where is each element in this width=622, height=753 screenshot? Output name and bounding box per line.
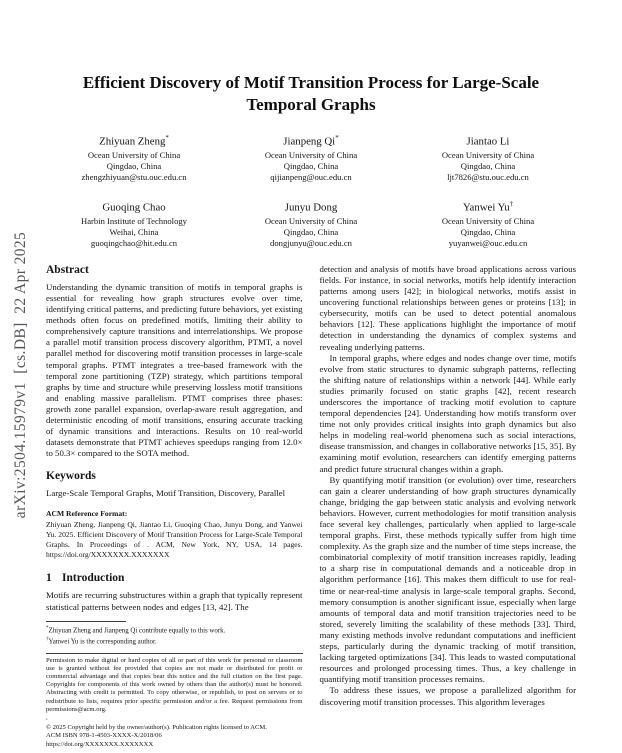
author-affiliation: Ocean University of China	[264, 216, 358, 227]
author-block: Jiantao Li Ocean University of China Qin…	[400, 132, 577, 183]
author-affiliation: Ocean University of China	[441, 150, 535, 161]
author-row-1: Zhiyuan Zheng* Ocean University of China…	[0, 132, 622, 183]
body-paragraph: To address these issues, we propose a pa…	[319, 685, 577, 707]
acm-reference-text: Zhiyuan Zheng, Jianpeng Qi, Jiantao Li, …	[46, 520, 303, 559]
keywords-heading: Keywords	[46, 470, 96, 483]
author-location: Qingdao, China	[460, 161, 516, 172]
author-block: Yanwei Yu† Ocean University of China Qin…	[400, 198, 577, 249]
body-paragraph: detection and analysis of motifs have br…	[319, 263, 577, 352]
introduction-text: Motifs are recurring substructures withi…	[46, 590, 303, 612]
author-location: Qingdao, China	[460, 227, 516, 238]
author-name-text: Jianpeng Qi	[283, 135, 336, 148]
author-name: Jiantao Li	[400, 132, 577, 149]
permission-block: Permission to make digital or hard copie…	[46, 652, 303, 749]
author-footnote-marker: †	[509, 199, 514, 208]
author-email: guoqingchao@hit.edu.cn	[90, 238, 178, 249]
body-paragraph: In temporal graphs, where edges and node…	[319, 352, 577, 474]
footnote-separator	[46, 620, 126, 622]
author-name-text: Yanwei Yu	[462, 201, 510, 214]
author-name: Jianpeng Qi*	[223, 132, 400, 149]
conference-placeholder: ,	[46, 714, 48, 722]
author-affiliation: Ocean University of China	[87, 150, 181, 161]
author-email: ljt7826@stu.ouc.edu.cn	[447, 172, 529, 183]
author-block: Jianpeng Qi* Ocean University of China Q…	[223, 132, 400, 183]
author-affiliation: Harbin Institute of Technology	[81, 216, 187, 227]
footnote-text: Zhiyuan Zheng and Jianpeng Qi contribute…	[48, 626, 226, 634]
author-location: Qingdao, China	[283, 161, 339, 172]
permission-text: Permission to make digital or hard copie…	[46, 656, 303, 713]
doi-line: https://doi.org/XXXXXXX.XXXXXXX	[46, 740, 154, 748]
author-block: Junyu Dong Ocean University of China Qin…	[223, 198, 400, 249]
author-name: Yanwei Yu†	[400, 198, 577, 215]
author-affiliation: Ocean University of China	[441, 216, 535, 227]
left-column: Abstract Understanding the dynamic trans…	[46, 264, 303, 749]
author-name: Guoqing Chao	[46, 198, 223, 215]
body-paragraph: By quantifying motif transition (or evol…	[319, 474, 577, 685]
author-location: Qingdao, China	[283, 227, 339, 238]
footnote: †Yanwei Yu is the corresponding author.	[46, 636, 303, 647]
author-footnote-marker: *	[165, 133, 169, 142]
author-email: qijianpeng@ouc.edu.cn	[270, 172, 352, 183]
footnote: *Zhiyuan Zheng and Jianpeng Qi contribut…	[46, 625, 303, 636]
author-name-text: Jiantao Li	[466, 135, 510, 148]
isbn-line: ACM ISBN 978-1-4503-XXXX-X/2018/06	[46, 732, 162, 740]
author-block: Zhiyuan Zheng* Ocean University of China…	[46, 132, 223, 183]
author-email: zhengzhiyuan@stu.ouc.edu.cn	[81, 172, 187, 183]
arxiv-watermark-text: arXiv:2504.15979v1 [cs.DB] 22 Apr 2025	[12, 231, 29, 519]
paper-title: Efficient Discovery of Motif Transition …	[82, 73, 540, 115]
author-name: Zhiyuan Zheng*	[46, 132, 223, 149]
author-name-text: Zhiyuan Zheng	[99, 135, 166, 148]
section-title: Introduction	[62, 572, 125, 585]
abstract-heading: Abstract	[46, 263, 89, 276]
author-affiliation: Ocean University of China	[264, 150, 358, 161]
author-email: yuyanwei@ouc.edu.cn	[448, 238, 528, 249]
section-number: 1	[46, 572, 52, 585]
author-block: Guoqing Chao Harbin Institute of Technol…	[46, 198, 223, 249]
footnote-marker: †	[46, 636, 49, 642]
footnote-marker: *	[46, 625, 49, 631]
footnote-text: Yanwei Yu is the corresponding author.	[48, 637, 157, 645]
author-footnote-marker: *	[335, 133, 339, 142]
author-row-2: Guoqing Chao Harbin Institute of Technol…	[0, 198, 622, 249]
author-email: dongjunyu@ouc.edu.cn	[270, 238, 352, 249]
author-name: Junyu Dong	[223, 198, 400, 215]
author-name-text: Junyu Dong	[284, 201, 338, 214]
author-location: Qingdao, China	[106, 161, 162, 172]
acm-reference-heading: ACM Reference Format:	[46, 509, 128, 519]
author-location: Weihai, China	[109, 227, 159, 238]
keywords-text: Large-Scale Temporal Graphs, Motif Trans…	[46, 488, 286, 499]
right-column: detection and analysis of motifs have br…	[320, 264, 577, 749]
author-name-text: Guoqing Chao	[102, 201, 166, 214]
section-heading-introduction: 1 Introduction	[46, 571, 303, 585]
body-columns: Abstract Understanding the dynamic trans…	[0, 264, 622, 749]
abstract-text: Understanding the dynamic transition of …	[46, 281, 303, 459]
copyright-line: © 2025 Copyright held by the owner/autho…	[46, 724, 267, 732]
